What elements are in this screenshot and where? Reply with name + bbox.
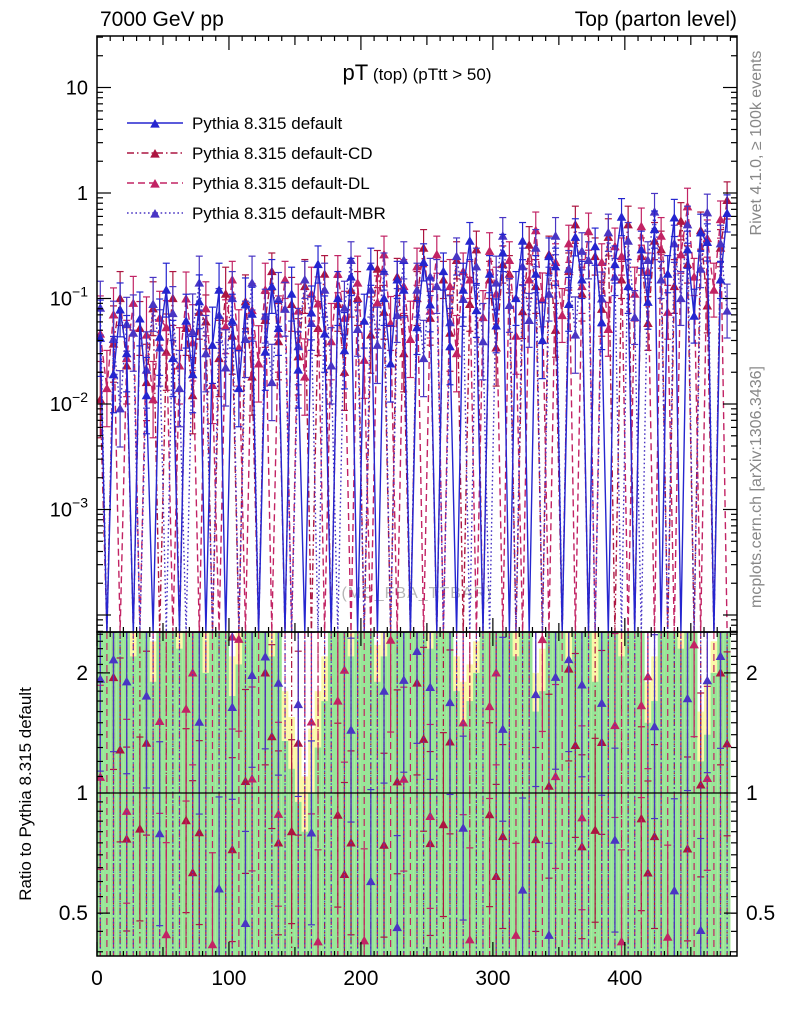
x-tick-label: 0 xyxy=(91,967,103,990)
legend-item-label: Pythia 8.315 default-CD xyxy=(192,144,373,163)
beam-info: 7000 GeV pp xyxy=(100,8,224,31)
x-tick-label: 100 xyxy=(211,967,246,990)
plot-title-main: pT xyxy=(342,60,369,85)
ratio-uncertainty-bands xyxy=(97,632,731,956)
plot-title-sub: (top) (pTtt > 50) xyxy=(368,65,492,84)
ratio-tick-label-left: 0.5 xyxy=(59,902,88,925)
legend-item: Pythia 8.315 default xyxy=(127,114,343,133)
process-info: Top (parton level) xyxy=(574,8,737,31)
watermark: (MC_FBA_TTBAR) xyxy=(341,585,493,602)
legend: Pythia 8.315 default Pythia 8.315 default… xyxy=(127,114,386,223)
series-line xyxy=(99,211,728,632)
y-tick-label: 10 xyxy=(66,78,88,100)
y-tick-label: 10−3 xyxy=(50,495,88,522)
series-line xyxy=(99,213,728,632)
axis-tick-labels: 0 100 200 300 400 10 1 10−1 10−2 10−3 2 2 1 1 0.5 0.5 xyxy=(50,78,775,991)
ratio-tick-label-right: 2 xyxy=(746,662,758,685)
x-tick-label: 300 xyxy=(475,967,510,990)
ratio-tick-label-right: 0.5 xyxy=(746,902,775,925)
legend-item: Pythia 8.315 default-DL xyxy=(127,174,370,193)
y-tick-label: 10−1 xyxy=(50,284,88,311)
legend-item-label: Pythia 8.315 default xyxy=(192,114,343,133)
mcplots-attribution: mcplots.cern.ch [arXiv:1306.3436] xyxy=(748,366,765,608)
ratio-axis-title: Ratio to Pythia 8.315 default xyxy=(16,687,35,901)
x-tick-label: 200 xyxy=(343,967,378,990)
x-tick-label: 400 xyxy=(607,967,642,990)
legend-item: Pythia 8.315 default-MBR xyxy=(127,204,386,223)
ratio-tick-label-left: 1 xyxy=(76,782,88,805)
axis-ticks xyxy=(96,36,737,956)
main-panel-series xyxy=(97,181,732,632)
legend-item-label: Pythia 8.315 default-DL xyxy=(192,174,370,193)
axes-frame xyxy=(96,35,738,957)
legend-item: Pythia 8.315 default-CD xyxy=(127,144,373,163)
legend-item-label: Pythia 8.315 default-MBR xyxy=(192,204,386,223)
plot-title: pT (top) (pTtt > 50) xyxy=(97,60,737,86)
ratio-panel-series xyxy=(97,632,732,956)
series-line xyxy=(99,206,728,632)
ratio-tick-label-right: 1 xyxy=(746,782,758,805)
y-tick-label: 10−2 xyxy=(50,389,88,416)
y-tick-label: 1 xyxy=(77,183,88,205)
ratio-tick-label-left: 2 xyxy=(76,662,88,685)
rivet-version-note: Rivet 4.1.0, ≥ 100k events xyxy=(748,50,765,236)
